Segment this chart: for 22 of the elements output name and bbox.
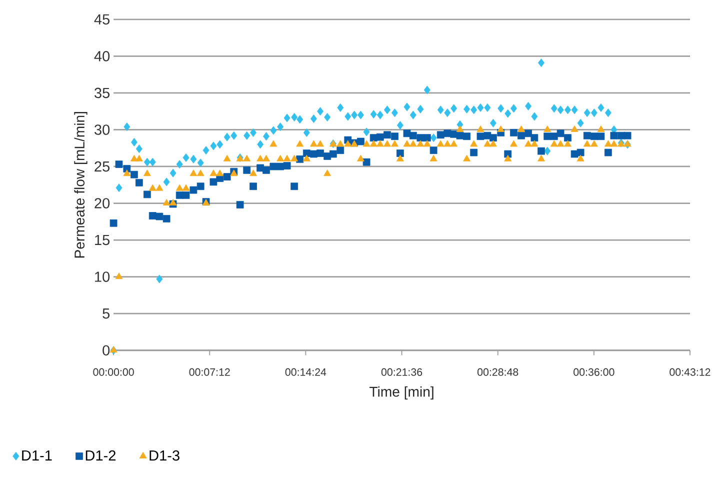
x-tick-label: 00:00:00 xyxy=(93,368,134,376)
y-axis-title: Permeate flow [mL/min] xyxy=(74,112,88,258)
y-tick-label: 25 xyxy=(94,161,110,172)
legend-label: D1-1 xyxy=(22,450,52,460)
y-tick-label: 15 xyxy=(95,234,110,245)
x-axis-title: Time [min] xyxy=(370,386,434,400)
x-tick-label: 00:36:00 xyxy=(574,368,614,376)
y-tick-label: 40 xyxy=(94,50,110,62)
y-tick-label: 45 xyxy=(94,14,110,24)
y-tick-label: 20 xyxy=(94,198,110,208)
legend-label: D1-2 xyxy=(86,450,116,460)
y-tick-label: 10 xyxy=(95,271,110,282)
x-tick-label: 00:43:12 xyxy=(670,368,710,376)
x-tick-label: 00:14:24 xyxy=(285,368,326,376)
y-tick-label: 0 xyxy=(102,344,110,356)
y-tick-label: 30 xyxy=(94,124,110,135)
x-tick-label: 00:21:36 xyxy=(381,368,422,376)
y-tick-label: 35 xyxy=(94,88,110,98)
y-tick-label: 5 xyxy=(102,308,110,318)
x-tick-label: 00:07:12 xyxy=(189,368,230,376)
legend-label: D1-3 xyxy=(150,450,180,460)
x-tick-label: 00:28:48 xyxy=(478,368,518,376)
